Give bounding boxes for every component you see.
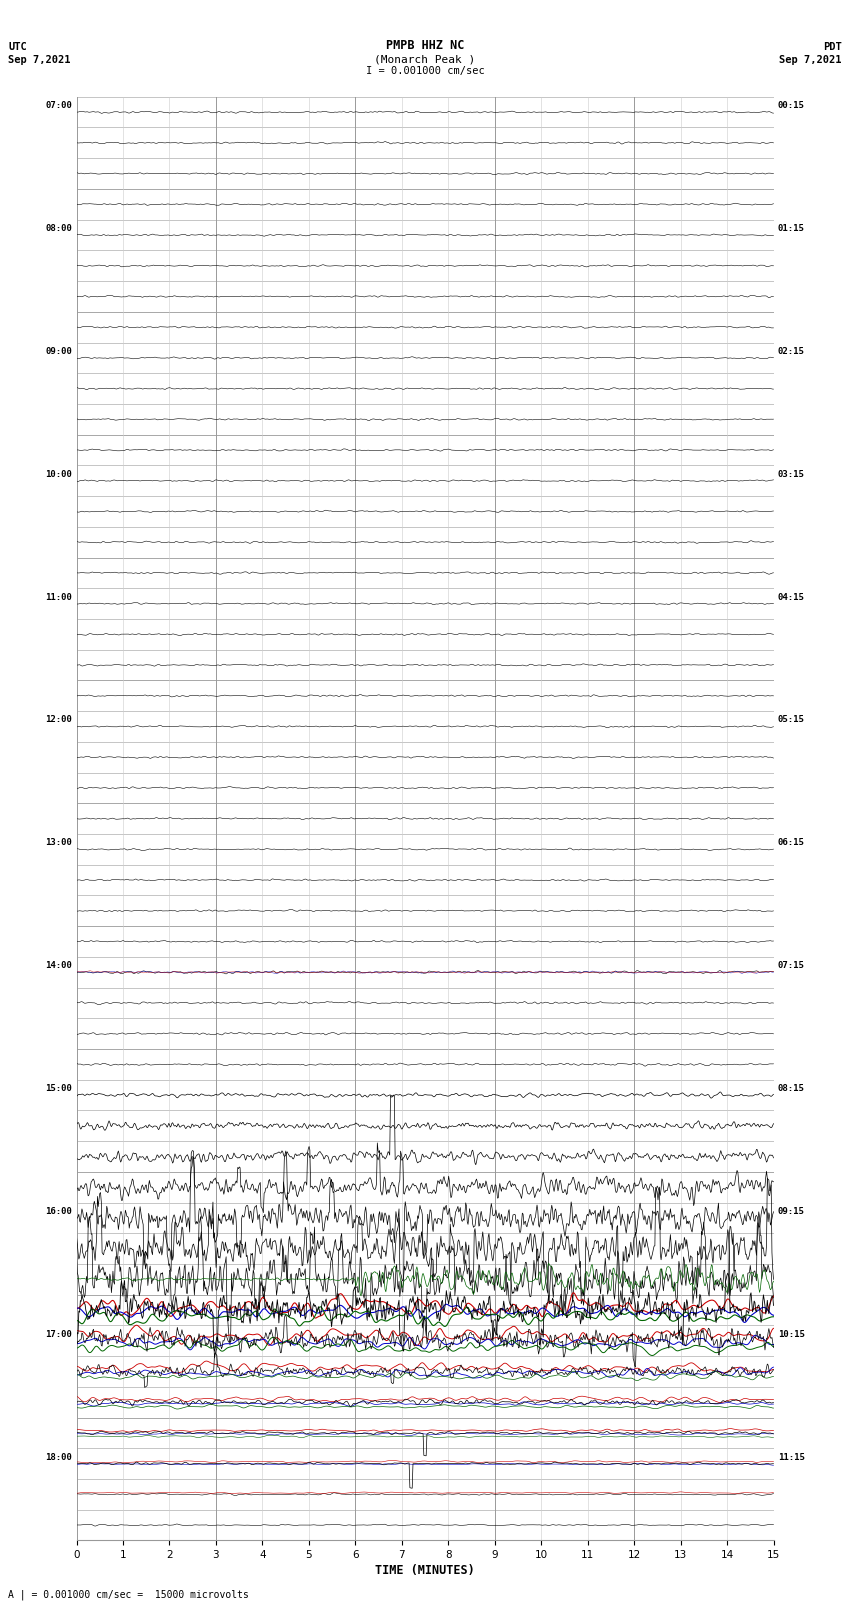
Text: 11:15: 11:15 bbox=[778, 1453, 805, 1461]
Text: 10:00: 10:00 bbox=[45, 469, 72, 479]
Text: (Monarch Peak ): (Monarch Peak ) bbox=[374, 55, 476, 65]
Text: 15:00: 15:00 bbox=[45, 1084, 72, 1094]
Text: 01:15: 01:15 bbox=[778, 224, 805, 232]
Text: 05:15: 05:15 bbox=[778, 716, 805, 724]
Text: 09:00: 09:00 bbox=[45, 347, 72, 356]
Text: 16:00: 16:00 bbox=[45, 1207, 72, 1216]
Text: UTC: UTC bbox=[8, 42, 27, 52]
Text: 18:00: 18:00 bbox=[45, 1453, 72, 1461]
Text: 11:00: 11:00 bbox=[45, 592, 72, 602]
Text: 02:15: 02:15 bbox=[778, 347, 805, 356]
Text: 08:00: 08:00 bbox=[45, 224, 72, 232]
Text: 09:15: 09:15 bbox=[778, 1207, 805, 1216]
Text: PMPB HHZ NC: PMPB HHZ NC bbox=[386, 39, 464, 52]
Text: 12:00: 12:00 bbox=[45, 716, 72, 724]
Text: 10:15: 10:15 bbox=[778, 1329, 805, 1339]
Text: A | = 0.001000 cm/sec =  15000 microvolts: A | = 0.001000 cm/sec = 15000 microvolts bbox=[8, 1589, 249, 1600]
Text: 08:15: 08:15 bbox=[778, 1084, 805, 1094]
Text: 00:15: 00:15 bbox=[778, 102, 805, 110]
Text: 03:15: 03:15 bbox=[778, 469, 805, 479]
Text: I = 0.001000 cm/sec: I = 0.001000 cm/sec bbox=[366, 66, 484, 76]
Text: PDT: PDT bbox=[823, 42, 842, 52]
Text: 07:00: 07:00 bbox=[45, 102, 72, 110]
Text: Sep 7,2021: Sep 7,2021 bbox=[779, 55, 842, 65]
Text: 14:00: 14:00 bbox=[45, 961, 72, 969]
X-axis label: TIME (MINUTES): TIME (MINUTES) bbox=[375, 1565, 475, 1578]
Text: 06:15: 06:15 bbox=[778, 839, 805, 847]
Text: 07:15: 07:15 bbox=[778, 961, 805, 969]
Text: Sep 7,2021: Sep 7,2021 bbox=[8, 55, 71, 65]
Text: 13:00: 13:00 bbox=[45, 839, 72, 847]
Text: 17:00: 17:00 bbox=[45, 1329, 72, 1339]
Text: 04:15: 04:15 bbox=[778, 592, 805, 602]
